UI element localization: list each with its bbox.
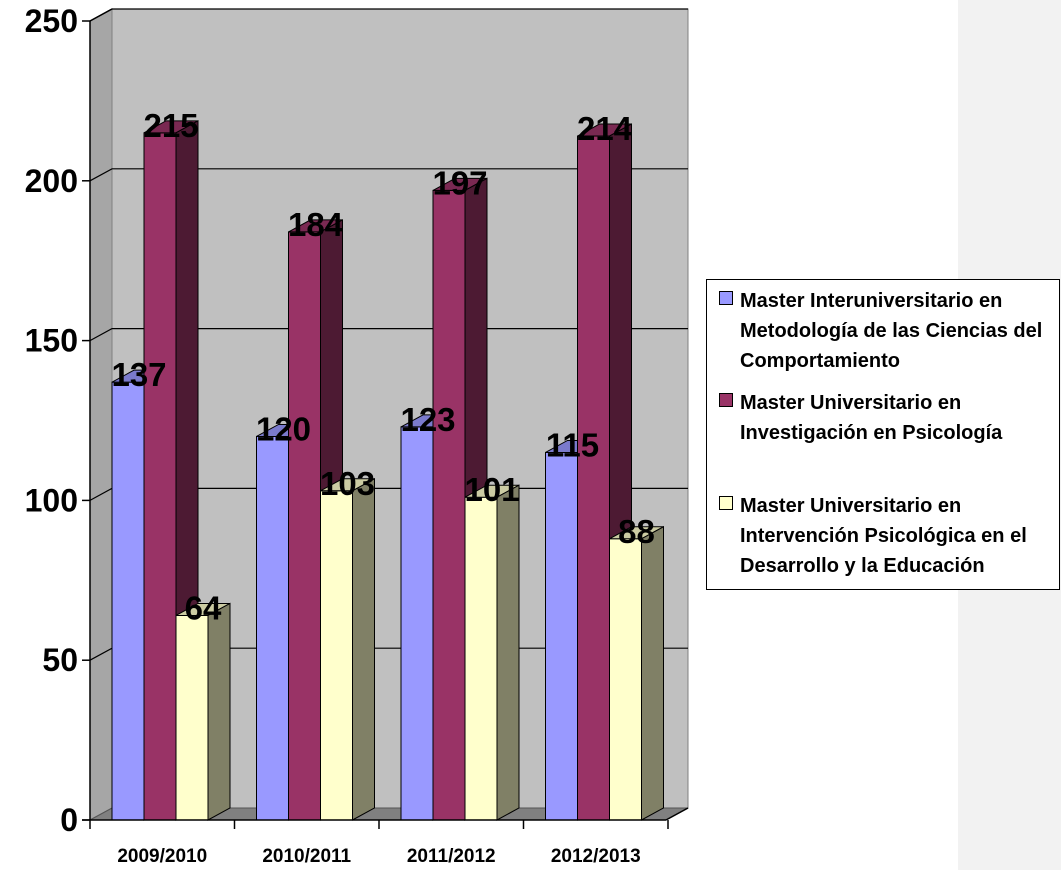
x-tick-label: 2010/2011: [262, 846, 351, 867]
data-label: 101: [464, 471, 519, 508]
bar-side: [641, 525, 664, 821]
data-label: 137: [111, 356, 166, 393]
legend-swatch-metodologia: [719, 291, 733, 305]
y-tick-label: 100: [25, 482, 78, 518]
y-tick-label: 200: [25, 163, 78, 199]
bar-front: [577, 135, 610, 821]
bar-side: [352, 477, 375, 821]
y-tick-label: 250: [25, 3, 78, 39]
legend-swatch-investigacion: [719, 393, 733, 407]
bar-front: [143, 132, 177, 821]
bar-front: [256, 435, 289, 821]
bar-front: [464, 496, 498, 821]
bar-front: [545, 451, 578, 821]
legend-label-intervencion: Master Universitario en Intervención Psi…: [740, 495, 1027, 577]
data-label: 88: [618, 513, 655, 550]
plot-side-wall: [89, 8, 113, 821]
gridline: [89, 328, 688, 342]
bar-front: [609, 538, 642, 821]
x-tick-label: 2009/2010: [117, 846, 207, 867]
y-tick-label: 50: [42, 642, 78, 678]
data-label: 64: [185, 589, 222, 626]
data-label: 123: [400, 401, 455, 438]
x-axis-depth: [665, 807, 689, 821]
data-label: 215: [143, 107, 198, 144]
bar-side: [496, 484, 520, 821]
y-tick-label: 0: [60, 802, 78, 838]
data-label: 115: [546, 426, 599, 463]
bar: [464, 484, 520, 821]
bar: [175, 602, 231, 821]
bar: [320, 477, 375, 821]
bar-front: [288, 231, 321, 821]
legend-label-investigacion: Master Universitario en Investigación en…: [740, 392, 1003, 444]
legend-label-metodologia: Master Interuniversitario en Metodología…: [740, 290, 1043, 372]
data-label: 197: [432, 164, 487, 201]
x-tick-label: 2012/2013: [551, 846, 641, 867]
bar: [609, 525, 664, 821]
data-label: 120: [256, 410, 311, 447]
bar-front: [175, 614, 209, 821]
data-label: 103: [320, 465, 375, 502]
bar-front: [432, 189, 466, 821]
legend: Master Interuniversitario en Metodología…: [706, 279, 1060, 590]
x-tick-label: 2011/2012: [407, 846, 496, 867]
bar-front: [320, 490, 353, 821]
data-label: 214: [577, 110, 633, 147]
legend-swatch-intervencion: [719, 496, 733, 510]
bar-side: [207, 602, 231, 821]
y-tick-label: 150: [25, 323, 78, 359]
gridline: [89, 168, 688, 182]
bar-front: [400, 426, 434, 821]
y-axis-depth: [89, 8, 113, 22]
bar-front: [111, 381, 145, 821]
data-label: 184: [288, 206, 344, 243]
